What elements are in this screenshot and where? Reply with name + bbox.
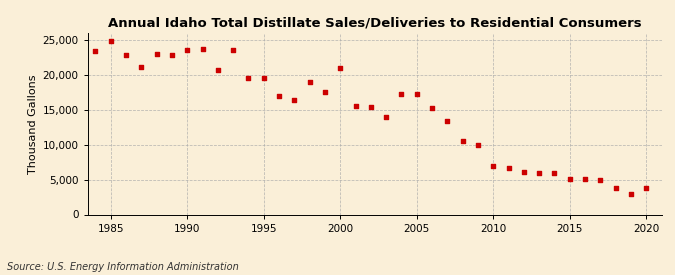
Point bbox=[319, 90, 330, 95]
Point bbox=[472, 143, 483, 148]
Point bbox=[197, 47, 208, 51]
Point bbox=[304, 80, 315, 84]
Point bbox=[136, 65, 146, 69]
Point bbox=[167, 53, 178, 57]
Point bbox=[213, 68, 223, 72]
Point bbox=[610, 186, 621, 190]
Point bbox=[151, 52, 162, 56]
Point bbox=[396, 92, 407, 96]
Point bbox=[105, 39, 116, 43]
Point bbox=[90, 49, 101, 53]
Point bbox=[121, 53, 132, 57]
Point bbox=[580, 177, 591, 181]
Point bbox=[641, 186, 651, 190]
Point bbox=[534, 171, 545, 175]
Point bbox=[259, 76, 269, 81]
Point bbox=[75, 61, 86, 65]
Point bbox=[289, 98, 300, 102]
Point bbox=[427, 106, 437, 111]
Point bbox=[227, 48, 238, 52]
Point bbox=[381, 115, 392, 120]
Point bbox=[365, 105, 376, 109]
Point bbox=[457, 139, 468, 143]
Point bbox=[564, 177, 575, 181]
Point bbox=[243, 76, 254, 81]
Y-axis label: Thousand Gallons: Thousand Gallons bbox=[28, 74, 38, 174]
Point bbox=[549, 171, 560, 175]
Point bbox=[335, 66, 346, 70]
Point bbox=[442, 119, 453, 123]
Point bbox=[626, 192, 637, 196]
Point bbox=[350, 103, 361, 108]
Point bbox=[488, 164, 499, 169]
Point bbox=[595, 177, 605, 182]
Point bbox=[503, 166, 514, 170]
Point bbox=[411, 92, 422, 96]
Point bbox=[182, 48, 192, 53]
Point bbox=[273, 94, 284, 98]
Title: Annual Idaho Total Distillate Sales/Deliveries to Residential Consumers: Annual Idaho Total Distillate Sales/Deli… bbox=[108, 16, 641, 29]
Point bbox=[518, 170, 529, 174]
Text: Source: U.S. Energy Information Administration: Source: U.S. Energy Information Administ… bbox=[7, 262, 238, 272]
